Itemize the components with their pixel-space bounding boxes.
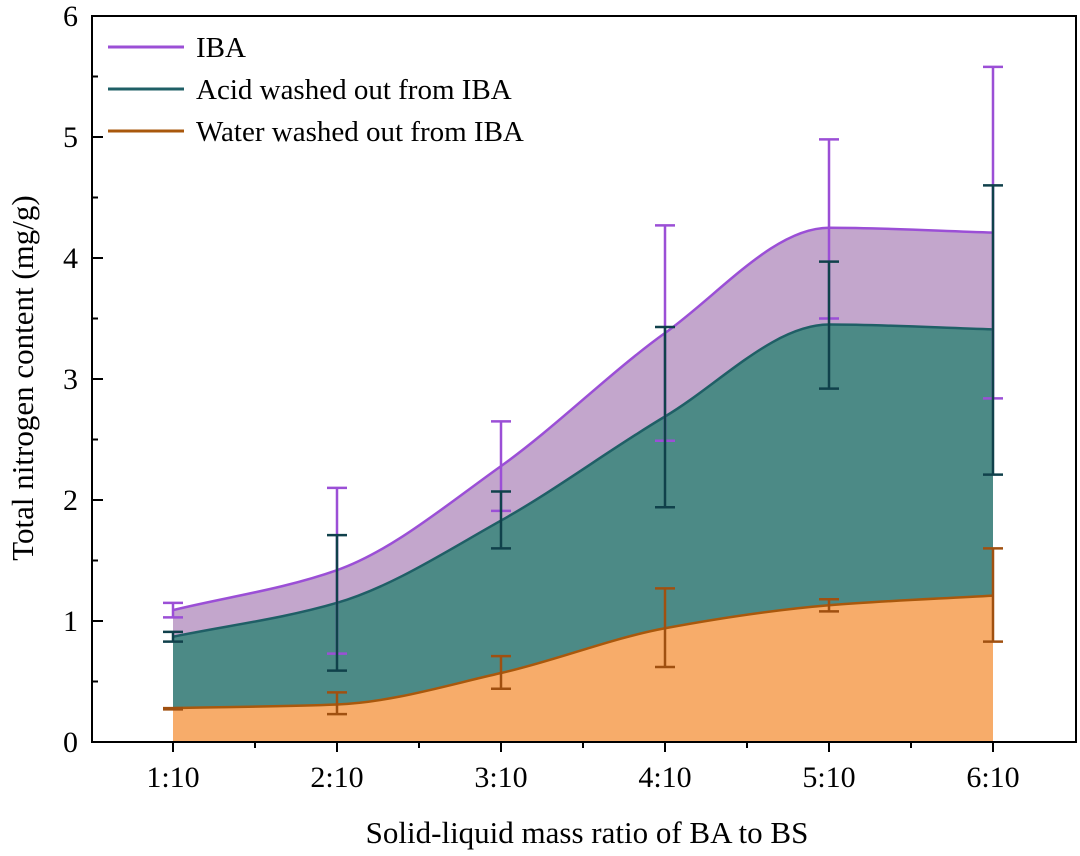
axes: 0 1 2 3 4 5 6 1:10 2:10 3:10 4:10 5:10 6:10 [63,0,1077,794]
legend-label: Water washed out from IBA [196,116,524,148]
error-bar-acid-1 [163,630,183,643]
y-tick-label: 5 [63,121,78,154]
error-bar-acid-6 [983,184,1003,476]
x-tick-label: 5:10 [802,761,855,794]
error-bar-water-1 [163,706,183,711]
error-bar-water-4 [655,587,675,669]
y-tick-label: 2 [63,484,78,517]
error-bars [163,65,1003,716]
y-tick-label: 6 [63,0,78,33]
error-bar-water-2 [327,691,347,716]
error-bar-acid-4 [655,325,675,509]
x-axis-title: Solid-liquid mass ratio of BA to BS [366,815,809,850]
error-bar-iba-1 [163,601,183,619]
y-tick-label: 1 [63,605,78,638]
error-bar-acid-3 [491,490,511,550]
legend-item-acid: Acid washed out from IBA [108,74,512,106]
area-water [173,595,993,742]
legend-item-iba: IBA [108,32,246,64]
error-bar-water-6 [983,547,1003,643]
x-tick-label: 6:10 [966,761,1019,794]
error-bar-water-5 [819,597,839,613]
legend: IBA Acid washed out from IBA Water washed … [108,32,524,148]
error-bar-acid-5 [819,260,839,390]
y-tick-label: 0 [63,726,78,759]
x-tick-label: 1:10 [146,761,199,794]
line-acid [172,323,994,638]
legend-label: Acid washed out from IBA [196,74,512,106]
series-areas [173,227,993,742]
line-iba [172,226,994,612]
legend-item-water: Water washed out from IBA [108,116,524,148]
x-tick-label: 3:10 [474,761,527,794]
y-axis-title: Total nitrogen content (mg/g) [5,195,40,560]
x-tick-label: 2:10 [310,761,363,794]
error-bar-water-3 [491,654,511,691]
legend-label: IBA [196,32,246,64]
y-tick-label: 4 [63,242,78,275]
x-tick-label: 4:10 [638,761,691,794]
error-bar-acid-2 [327,533,347,672]
y-tick-label: 3 [63,363,78,396]
series-lines [172,226,994,710]
line-water [172,594,994,710]
